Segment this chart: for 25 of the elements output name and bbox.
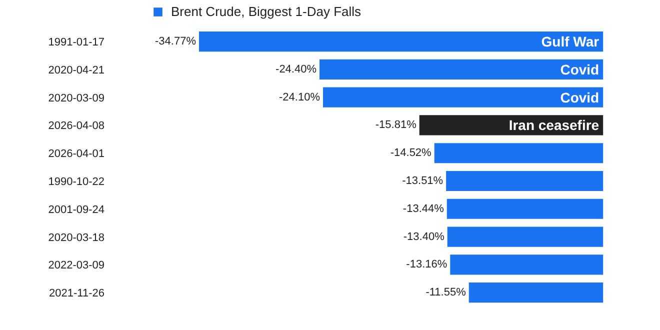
y-tick-label: 2026-04-08 <box>48 120 105 132</box>
y-tick-label: 2021-11-26 <box>49 288 104 300</box>
annotation: Gulf War <box>541 34 600 50</box>
data-label: -11.55% <box>426 286 466 299</box>
y-tick-label: 1990-10-22 <box>48 176 105 188</box>
y-tick-label: 1991-01-17 <box>48 36 105 49</box>
data-label: -24.10% <box>279 91 320 104</box>
data-label: -13.40% <box>403 230 445 243</box>
data-label: -34.77% <box>155 36 196 48</box>
y-tick-label: 2020-03-09 <box>48 92 105 104</box>
annotation: Covid <box>560 61 600 78</box>
data-label: -24.40% <box>276 63 317 76</box>
data-label: -14.52% <box>390 147 432 160</box>
y-tick-label: 2020-04-21 <box>48 64 105 76</box>
y-tick-label: 2001-09-24 <box>48 204 105 216</box>
data-label: -13.44% <box>402 202 444 215</box>
y-tick-label: 2026-04-01 <box>48 148 105 160</box>
data-label: -13.51% <box>402 174 444 187</box>
legend-label: Brent Crude, Biggest 1-Day Falls <box>171 4 362 19</box>
annotation: Covid <box>560 89 600 106</box>
data-label: -15.81% <box>375 119 417 132</box>
y-tick-label: 2022-03-09 <box>48 260 105 272</box>
data-label: -13.16% <box>406 258 448 271</box>
annotation: Iran ceasefire <box>508 117 600 134</box>
y-tick-label: 2020-03-18 <box>48 232 105 244</box>
